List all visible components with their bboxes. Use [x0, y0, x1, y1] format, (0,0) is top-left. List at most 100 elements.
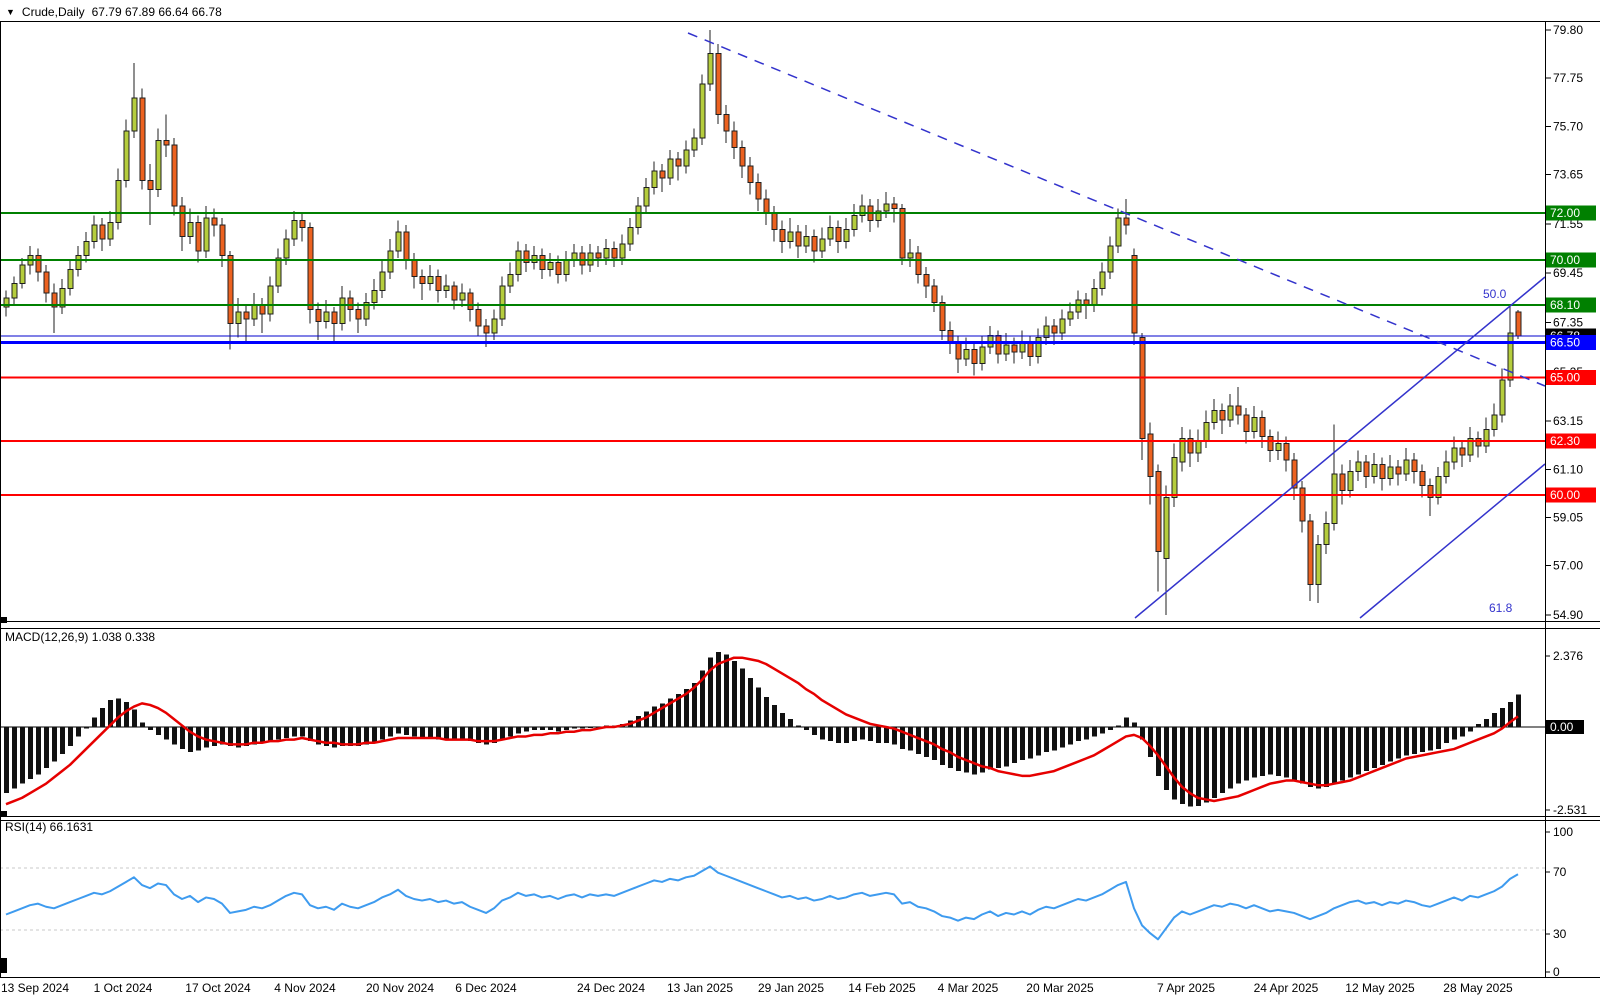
candle	[619, 243, 626, 259]
candle	[1011, 344, 1018, 353]
macd-histogram-bar	[1380, 727, 1385, 765]
price-badge-62.30	[1546, 433, 1596, 449]
candle	[139, 97, 146, 181]
candle	[459, 292, 466, 301]
macd-histogram-bar	[796, 725, 801, 727]
price-tick-label: 75.70	[1553, 119, 1583, 133]
candle	[1291, 459, 1298, 489]
candle	[947, 330, 954, 343]
trendline-uptrend-channel-upper[interactable]	[1134, 276, 1546, 619]
candle	[371, 290, 378, 303]
macd-histogram-bar	[940, 727, 945, 765]
macd-histogram-bar	[1132, 722, 1137, 727]
candle	[603, 247, 610, 259]
scroll-marker[interactable]	[0, 958, 7, 973]
price-badge-68.10	[1546, 297, 1596, 313]
macd-histogram-bar	[532, 727, 537, 731]
macd-histogram-bar	[1092, 727, 1097, 737]
candle	[1131, 255, 1138, 334]
candle	[851, 215, 858, 231]
macd-histogram-bar	[1396, 727, 1401, 759]
candle	[1459, 447, 1466, 456]
candle	[507, 273, 514, 287]
macd-histogram-bar	[460, 727, 465, 740]
trendline-downtrend-dashed[interactable]	[687, 32, 1546, 387]
macd-histogram-bar	[836, 727, 841, 743]
candle	[1203, 421, 1210, 442]
macd-histogram-bar	[580, 727, 585, 729]
macd-zero-badge	[1546, 720, 1584, 734]
macd-histogram-bar	[1348, 727, 1353, 778]
candle	[883, 203, 890, 212]
candle	[811, 236, 818, 252]
macd-histogram-bar	[516, 727, 521, 734]
macd-histogram-bar	[420, 727, 425, 739]
macd-histogram-bar	[1228, 727, 1233, 789]
macd-histogram-bar	[868, 727, 873, 742]
candle	[195, 222, 202, 252]
macd-histogram-bar	[1452, 727, 1457, 740]
macd-histogram-bar	[1164, 727, 1169, 790]
date-label: 12 May 2025	[1345, 981, 1415, 995]
macd-histogram-bar	[1116, 725, 1121, 727]
candle	[691, 137, 698, 151]
candle	[627, 226, 634, 245]
separator-drag-handle[interactable]	[1, 617, 7, 623]
macd-histogram-bar	[700, 670, 705, 727]
candle	[219, 224, 226, 257]
separator-drag-handle[interactable]	[1, 811, 7, 817]
macd-histogram-bar	[1036, 727, 1041, 756]
candle	[1355, 461, 1362, 473]
macd-histogram-bar	[956, 727, 961, 772]
candle	[915, 252, 922, 275]
macd-histogram-bar	[1316, 727, 1321, 789]
candle	[739, 146, 746, 167]
macd-histogram-bar	[852, 727, 857, 742]
candle	[163, 139, 170, 146]
macd-histogram-bar	[1196, 727, 1201, 806]
price-badge-66.50	[1546, 334, 1596, 350]
macd-histogram-bar	[412, 727, 417, 737]
macd-histogram-bar	[332, 727, 337, 748]
macd-tick-label: 2.376	[1553, 649, 1583, 663]
date-label: 6 Dec 2024	[455, 981, 517, 995]
macd-histogram-bar	[44, 727, 49, 768]
macd-histogram-bar	[508, 727, 513, 737]
symbol-dropdown-icon[interactable]: ▼	[6, 7, 15, 17]
macd-histogram-bar	[676, 693, 681, 727]
macd-histogram-bar	[1060, 727, 1065, 748]
macd-histogram-bar	[1340, 727, 1345, 781]
price-tick-label: 73.65	[1553, 167, 1583, 181]
macd-histogram-bar	[1044, 727, 1049, 753]
fib-level-label: 50.0	[1483, 287, 1507, 301]
candle	[1235, 405, 1242, 416]
candle	[995, 334, 1002, 355]
macd-histogram-bar	[884, 727, 889, 743]
candle	[59, 287, 66, 308]
macd-histogram-bar	[404, 727, 409, 735]
macd-histogram-bar	[804, 727, 809, 731]
macd-histogram-bar	[764, 697, 769, 727]
candle	[203, 217, 210, 252]
candle	[595, 252, 602, 259]
trendline-uptrend-channel-lower[interactable]	[1359, 463, 1546, 619]
candle	[411, 259, 418, 278]
macd-histogram-bar	[372, 727, 377, 743]
candle	[1187, 438, 1194, 454]
macd-histogram-bar	[476, 727, 481, 743]
macd-histogram-bar	[1420, 727, 1425, 753]
candle	[243, 311, 250, 320]
macd-histogram-bar	[1052, 727, 1057, 751]
candle	[747, 165, 754, 184]
candle	[1363, 461, 1370, 477]
candle	[651, 170, 658, 188]
macd-histogram-bar	[908, 727, 913, 751]
macd-histogram-bar	[740, 668, 745, 727]
macd-histogram-bar	[340, 727, 345, 746]
candle	[235, 311, 242, 325]
date-label: 14 Feb 2025	[848, 981, 916, 995]
macd-histogram-bar	[196, 727, 201, 751]
macd-tick-label: 0.00	[1550, 720, 1574, 734]
macd-histogram-bar	[1284, 727, 1289, 778]
